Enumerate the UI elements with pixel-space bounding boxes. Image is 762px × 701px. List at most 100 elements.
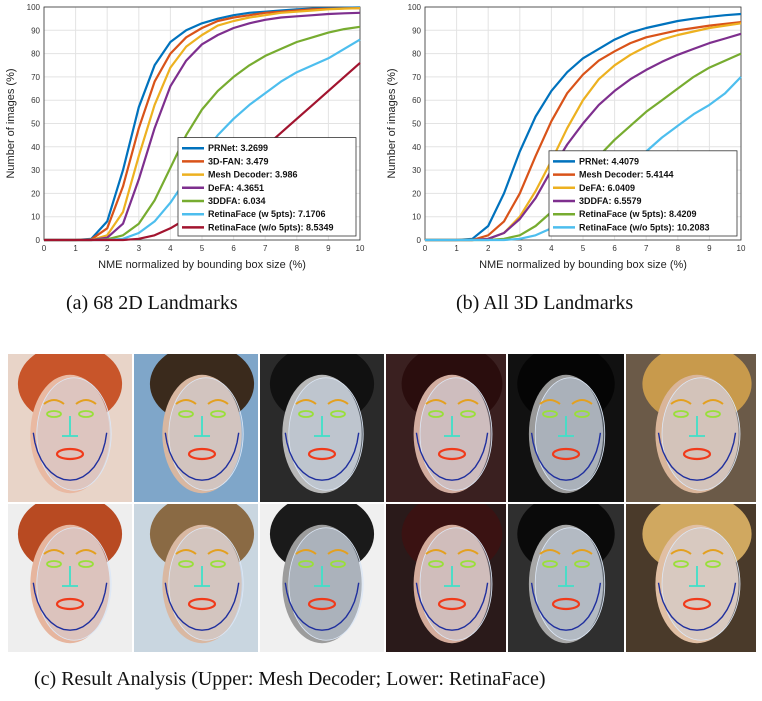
mouth-landmarks	[187, 447, 217, 461]
x-tick-label: 2	[486, 244, 491, 253]
face-result-image	[8, 354, 132, 502]
y-tick-label: 100	[27, 3, 41, 12]
nose-landmarks	[558, 416, 574, 437]
x-tick-label: 0	[42, 244, 47, 253]
right-eye-landmarks	[330, 560, 346, 568]
nose-landmarks	[689, 416, 705, 437]
right-eye-landmarks	[460, 560, 476, 568]
left-eye-landmarks	[673, 410, 689, 418]
x-tick-label: 4	[549, 244, 554, 253]
left-brow-landmarks	[670, 399, 692, 405]
x-tick-label: 6	[612, 244, 617, 253]
mouth-landmarks	[682, 597, 712, 611]
right-eye-landmarks	[210, 410, 226, 418]
y-tick-label: 70	[31, 73, 40, 82]
y-tick-label: 90	[412, 26, 421, 35]
left-brow-landmarks	[425, 399, 447, 405]
left-eye-landmarks	[178, 410, 194, 418]
legend-entry: 3D-FAN: 3.479	[208, 156, 269, 166]
legend-entry: Mesh Decoder: 5.4144	[579, 170, 674, 180]
right-brow-landmarks	[327, 399, 349, 405]
left-eye-landmarks	[542, 560, 558, 568]
face-result-image	[8, 504, 132, 652]
right-brow-landmarks	[702, 549, 724, 555]
y-tick-label: 70	[412, 73, 421, 82]
right-brow-landmarks	[207, 549, 229, 555]
x-tick-label: 4	[168, 244, 173, 253]
right-brow-landmarks	[75, 399, 97, 405]
left-eye-landmarks	[428, 410, 444, 418]
left-eye-landmarks	[298, 410, 314, 418]
mouth-landmarks	[55, 447, 85, 461]
x-tick-label: 1	[454, 244, 459, 253]
plot-frame	[43, 6, 361, 241]
jaw-landmarks	[415, 582, 489, 631]
face-image-svg	[8, 354, 132, 502]
x-tick-label: 5	[581, 244, 586, 253]
face-result-image	[260, 354, 384, 502]
right-eye-landmarks	[330, 410, 346, 418]
legend-entry: RetinaFace (w/o 5pts): 8.5349	[208, 222, 334, 232]
left-brow-landmarks	[539, 549, 561, 555]
left-brow-landmarks	[295, 399, 317, 405]
face-result-image	[508, 504, 624, 652]
mesh-overlay	[419, 377, 493, 491]
left-eye-landmarks	[542, 410, 558, 418]
right-eye-landmarks	[78, 560, 94, 568]
left-eye-landmarks	[673, 560, 689, 568]
x-tick-label: 7	[263, 244, 268, 253]
right-brow-landmarks	[457, 399, 479, 405]
y-tick-label: 0	[417, 236, 422, 245]
left-eye-landmarks	[46, 410, 62, 418]
face-image-svg	[508, 504, 624, 652]
jaw-landmarks	[32, 582, 108, 631]
y-tick-label: 50	[31, 120, 40, 129]
left-brow-landmarks	[295, 549, 317, 555]
left-brow-landmarks	[539, 399, 561, 405]
series-line	[44, 7, 361, 242]
face-image-svg	[134, 354, 258, 502]
nose-landmarks	[444, 566, 460, 587]
legend-entry: PRNet: 3.2699	[208, 143, 268, 153]
x-tick-label: 9	[326, 244, 331, 253]
caption-b: (b) All 3D Landmarks	[456, 292, 634, 314]
x-tick-label: 3	[137, 244, 142, 253]
jaw-landmarks	[657, 582, 737, 631]
face-result-image	[386, 504, 506, 652]
mesh-overlay	[36, 527, 112, 641]
mouth-landmarks	[307, 597, 337, 611]
right-eye-landmarks	[574, 410, 590, 418]
left-eye-landmarks	[46, 560, 62, 568]
chart-all-3d-landmarks: 0 1 2 3 4 5 6 7 8 9 10 0 10 20 30 40 50 60 70 80 90 100 NME no…	[381, 0, 761, 280]
y-tick-label: 20	[412, 189, 421, 198]
series-line	[425, 21, 742, 242]
legend-entry: DeFA: 6.0409	[579, 183, 635, 193]
face-image-svg	[386, 504, 506, 652]
mouth-landmarks	[682, 447, 712, 461]
x-axis-label: NME normalized by bounding box size (%)	[479, 259, 687, 271]
y-tick-label: 30	[412, 166, 421, 175]
x-tick-label: 10	[737, 244, 746, 253]
right-eye-landmarks	[705, 410, 721, 418]
mouth-landmarks	[187, 597, 217, 611]
legend-entry: RetinaFace (w/o 5pts): 10.2083	[579, 222, 710, 232]
face-result-image	[134, 354, 258, 502]
right-eye-landmarks	[574, 560, 590, 568]
jaw-landmarks	[284, 582, 360, 631]
nose-landmarks	[314, 566, 330, 587]
left-eye-landmarks	[428, 560, 444, 568]
right-eye-landmarks	[210, 560, 226, 568]
mesh-overlay	[661, 527, 741, 641]
y-tick-label: 80	[412, 50, 421, 59]
legend-entry: RetinaFace (w 5pts): 7.1706	[208, 209, 326, 219]
legend-entry: DeFA: 4.3651	[208, 183, 264, 193]
mesh-overlay	[534, 527, 606, 641]
face-result-image	[508, 354, 624, 502]
legend-box	[548, 150, 738, 237]
face-result-image	[260, 504, 384, 652]
jaw-landmarks	[415, 432, 489, 481]
mouth-landmarks	[551, 597, 581, 611]
legend-entry: 3DDFA: 6.034	[208, 196, 266, 206]
y-axis-label: Number of images (%)	[5, 68, 17, 178]
x-axis-label: NME normalized by bounding box size (%)	[98, 259, 306, 271]
